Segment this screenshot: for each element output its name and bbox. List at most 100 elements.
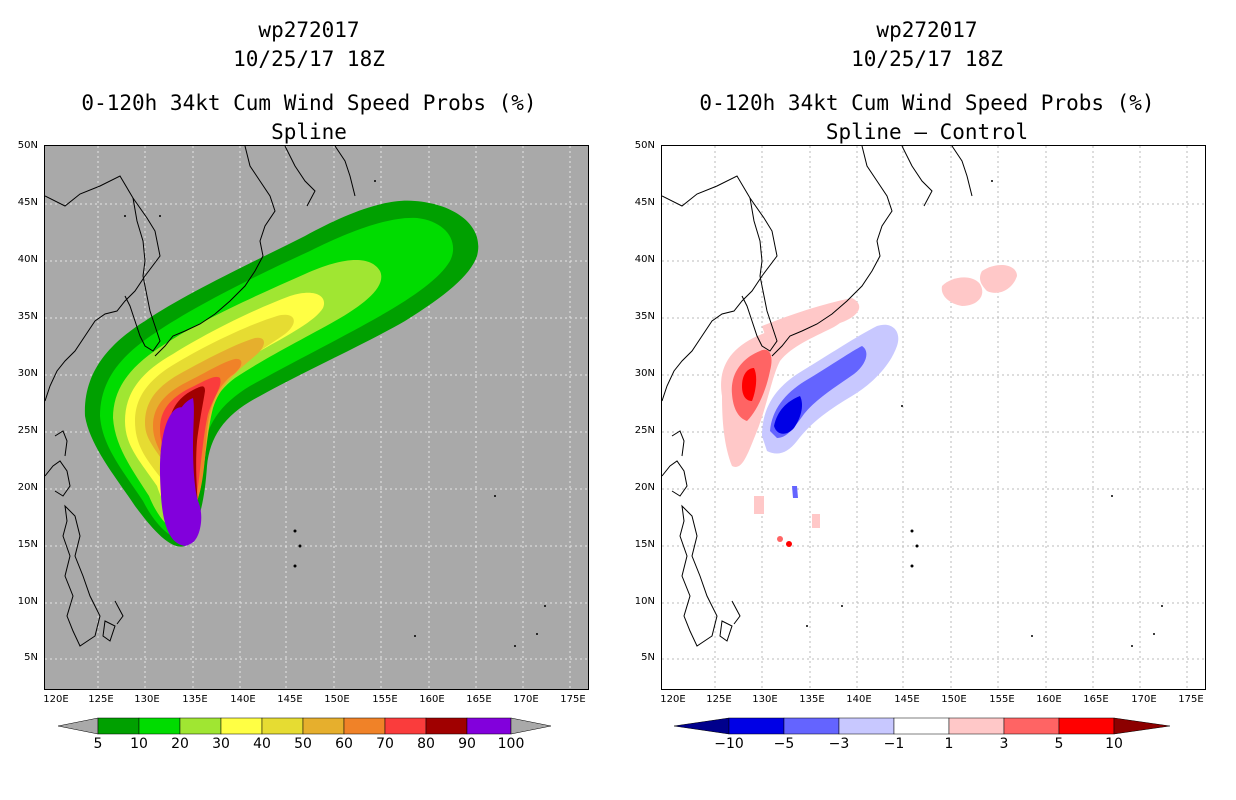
diff-pos-6 [979,264,1017,293]
diff-pos-7 [754,496,764,514]
lat-label: 40N [634,254,655,265]
colorbar-label: 60 [335,736,353,752]
colorbar-swatch [948,717,1005,735]
colorbar-end-left [57,717,99,735]
colorbar-end-right [1113,717,1171,735]
lat-label: 35N [634,311,655,322]
lat-label: 15N [17,539,38,550]
colorbar-swatch [97,717,140,735]
lon-label: 165E [1083,694,1109,705]
colorbar-swatch [261,717,304,735]
lon-label: 120E [660,694,686,705]
colorbar-label: 10 [130,736,148,752]
colorbar-label: 40 [253,736,271,752]
lat-label: 50N [17,140,38,151]
probability-swath [84,200,479,547]
colorbar-swatch [783,717,840,735]
lon-label: 125E [706,694,732,705]
storm-id-title: wp272017 [258,18,360,42]
colorbar-swatch [179,717,222,735]
lon-label: 135E [799,694,825,705]
lon-label: 135E [182,694,208,705]
lat-label: 10N [17,596,38,607]
small-islands [806,180,1163,647]
colorbar-label: 80 [417,736,435,752]
colorbar-swatch [838,717,895,735]
lat-label: 20N [17,482,38,493]
lon-label: 155E [989,694,1015,705]
colorbar-label: 10 [1105,736,1123,752]
lon-label: 175E [560,694,586,705]
colorbar-label: −3 [828,736,850,752]
diff-neg-3 [774,396,802,434]
lat-label: 30N [17,368,38,379]
colorbar-label: 50 [294,736,312,752]
difference-map [661,145,1207,691]
lat-label: 15N [634,539,655,550]
diff-pos-8 [812,514,820,528]
lon-label: 150E [941,694,967,705]
storm-id-title: wp272017 [876,18,978,42]
lon-label: 120E [43,694,69,705]
lon-label: 130E [752,694,778,705]
colorbar-swatch [1058,717,1115,735]
product-title: 0-120h 34kt Cum Wind Speed Probs (%) [81,91,537,115]
colorbar-swatch [384,717,427,735]
colorbar-swatch [466,717,512,735]
probability-colorbar [57,717,552,735]
colorbar-swatch [138,717,181,735]
lat-label: 45N [634,197,655,208]
colorbar-swatch [220,717,263,735]
lat-label: 20N [634,482,655,493]
diff-neg-4 [792,486,798,498]
lon-label: 145E [277,694,303,705]
colorbar-label: 100 [497,736,525,752]
lon-label: 165E [466,694,492,705]
colorbar-label: 30 [212,736,230,752]
lat-label: 10N [634,596,655,607]
subtitle: Spline [271,120,347,144]
diff-pos-dot [786,541,792,547]
datetime-title: 10/25/17 18Z [233,47,385,71]
left-panel: wp272017 10/25/17 18Z 0-120h 34kt Cum Wi… [17,18,590,752]
colorbar-swatch [302,717,345,735]
colorbar-label: 3 [999,736,1009,752]
diff-pos-dot [777,536,783,542]
coastlines [662,146,973,647]
colorbar-swatch [728,717,785,735]
grid-lines [662,146,1207,691]
lon-label: 160E [419,694,445,705]
colorbar-label: 90 [458,736,476,752]
prob-100 [159,407,201,546]
small-islands [124,180,546,647]
lon-label: 145E [894,694,920,705]
coastlines [45,146,356,647]
difference-colorbar [673,717,1171,735]
lat-label: 5N [641,652,655,663]
wind-probability-map [44,145,590,691]
lon-label: 150E [324,694,350,705]
colorbar-label: 70 [376,736,394,752]
lon-label: 140E [230,694,256,705]
lat-label: 45N [17,197,38,208]
colorbar-label: 1 [944,736,954,752]
lon-label: 170E [513,694,539,705]
lon-label: 175E [1178,694,1204,705]
diff-pos-1 [721,301,848,467]
diff-pos-2 [762,298,860,341]
colorbar-label: 5 [93,736,103,752]
colorbar-end-right [510,717,552,735]
colorbar-swatch [343,717,386,735]
negative-difference-areas [762,324,899,498]
colorbar-label: 5 [1054,736,1064,752]
lat-label: 30N [634,368,655,379]
colorbar-label: 20 [171,736,189,752]
lon-label: 130E [134,694,160,705]
colorbar-swatch [893,717,950,735]
positive-difference-areas [721,264,1017,547]
diff-pos-4 [742,368,757,401]
colorbar-end-left [673,717,730,735]
lat-label: 35N [17,311,38,322]
lat-label: 25N [17,425,38,436]
lon-label: 170E [1131,694,1157,705]
